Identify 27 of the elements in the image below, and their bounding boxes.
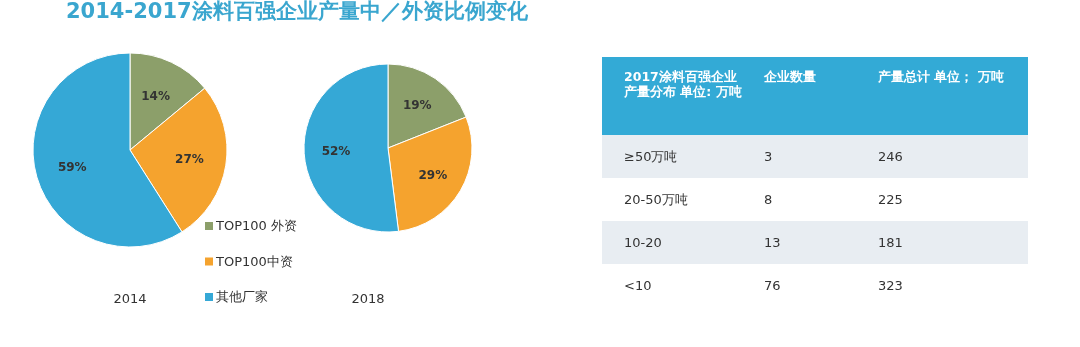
legend-label: TOP100中资 — [215, 253, 293, 269]
text: 2014 — [113, 291, 147, 306]
data-label: 59% — [57, 159, 87, 174]
chart-title: 2014-2017涂料百强企业产量中／外资比例变化 — [66, 0, 528, 25]
text: 3 — [742, 135, 856, 178]
text: 13 — [742, 221, 856, 264]
text: 225 — [877, 191, 904, 209]
text: 76 — [763, 277, 782, 295]
data-label: 19% — [402, 97, 432, 112]
text: 20-50万吨 — [623, 190, 689, 209]
data-label: 29% — [418, 167, 448, 182]
legend-label: 其他厂家 — [216, 289, 268, 304]
text: 323 — [877, 277, 904, 295]
text: 8 — [763, 191, 774, 209]
legend-label: TOP100 外资 — [215, 218, 297, 233]
text: 10-20 — [602, 221, 742, 264]
data-label: 27% — [175, 152, 204, 167]
data-label: 52% — [321, 144, 351, 159]
text: 181 — [856, 221, 1028, 264]
text: 企业数量 — [742, 57, 856, 135]
text: 2018 — [351, 291, 385, 306]
text: 246 — [856, 135, 1028, 178]
text: <10 — [623, 277, 653, 295]
text: ≥50万吨 — [602, 135, 742, 178]
text: 产量总计 单位； 万吨 — [856, 57, 1028, 135]
text: 2017涂料百强企业产量分布 单位: 万吨 — [602, 57, 742, 135]
data-label: 14% — [141, 88, 170, 103]
